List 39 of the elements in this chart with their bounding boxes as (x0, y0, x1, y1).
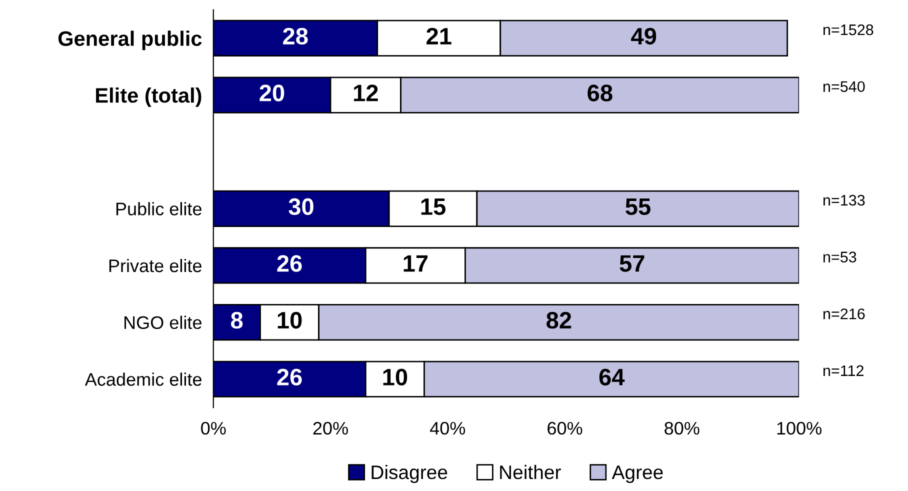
data-label: 8 (230, 312, 243, 329)
x-tick-label: 0% (201, 422, 226, 435)
data-label: 17 (404, 255, 428, 272)
x-tick-label: 20% (313, 422, 348, 435)
data-label: 12 (354, 84, 378, 102)
text: n=1528 (823, 24, 874, 36)
y-tick-label: Public elite (116, 202, 202, 216)
data-label: 49 (631, 28, 656, 45)
legend-label: Neither (500, 464, 561, 480)
x-tick-label: 80% (664, 422, 700, 435)
x-tick-label: 100% (777, 422, 822, 435)
y-tick-label: Elite (total) (96, 87, 202, 107)
text: n=112 (823, 365, 864, 376)
data-label: 30 (288, 198, 314, 216)
text: n=133 (823, 194, 865, 206)
legend-label: Agree (612, 466, 663, 484)
data-label: 82 (546, 312, 572, 329)
data-label: 26 (277, 368, 302, 386)
y-tick-label: General public (58, 30, 202, 50)
text: n=53 (823, 252, 856, 262)
x-tick-label: 60% (548, 422, 582, 435)
data-label: 15 (421, 198, 446, 216)
legend-label: Disagree (372, 464, 448, 484)
data-label: 21 (426, 28, 452, 44)
data-label: 55 (626, 198, 650, 216)
text: n=540 (823, 81, 865, 92)
data-label: 10 (383, 368, 408, 386)
data-label: 57 (620, 255, 644, 272)
data-label: 28 (283, 28, 308, 45)
data-label: 20 (260, 84, 284, 102)
data-label: 10 (278, 312, 302, 329)
x-tick-label: 40% (430, 422, 466, 435)
data-label: 68 (588, 84, 612, 102)
data-label: 64 (599, 368, 625, 386)
y-tick-label: NGO elite (124, 316, 202, 330)
data-label: 26 (277, 255, 302, 272)
y-tick-label: Academic elite (84, 372, 202, 386)
y-tick-label: Private elite (109, 258, 202, 272)
text: n=216 (823, 308, 865, 320)
